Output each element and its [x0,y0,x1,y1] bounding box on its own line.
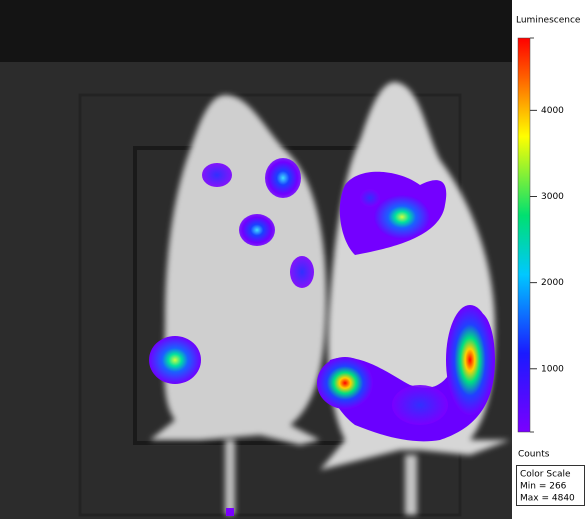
colorbar [517,37,531,433]
color-scale-title: Color Scale [520,470,571,480]
signal [239,214,275,246]
tail-left [225,440,235,515]
color-scale-box [516,465,585,506]
signal [317,357,373,409]
colorbar-unit: Counts [518,450,550,460]
signal [226,508,234,516]
tick-label: 1000 [541,364,564,374]
color-scale-min: Min = 266 [520,482,567,492]
cage-top [0,0,512,62]
color-scale-max: Max = 4840 [520,494,575,504]
tail-right [405,455,417,515]
signal [202,163,232,187]
signal [265,158,301,198]
signal [392,385,448,425]
tick-label: 3000 [541,192,564,202]
tick-label: 2000 [541,278,564,288]
signal [149,336,201,384]
signal [360,189,380,207]
signal [326,312,495,442]
colorbar-title: Luminescence [516,16,581,26]
signal [290,256,314,288]
tick-label: 4000 [541,106,564,116]
signal [374,195,430,239]
signal [446,305,494,415]
signal-overlay [149,158,495,516]
